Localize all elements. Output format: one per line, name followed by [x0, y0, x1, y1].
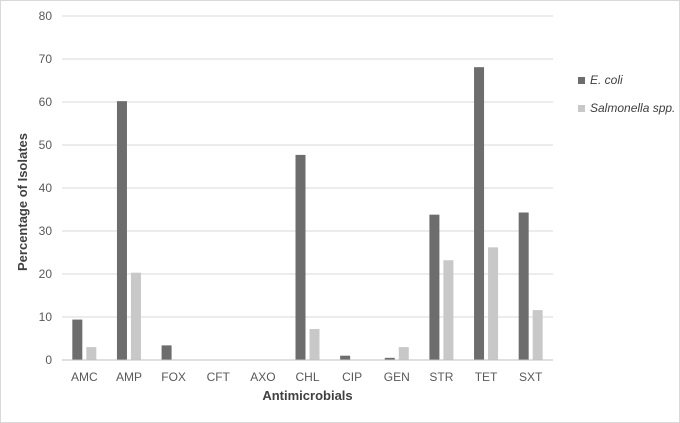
x-tick-label: AMP: [116, 370, 142, 384]
x-tick-label: CFT: [207, 370, 231, 384]
bar-salmonella-amc: [86, 347, 97, 360]
y-tick-label: 10: [39, 310, 53, 324]
x-tick-label: AMC: [71, 370, 98, 384]
x-tick-label: CIP: [342, 370, 362, 384]
y-tick-label: 50: [39, 138, 53, 152]
gridlines: [62, 15, 553, 318]
y-tick-label: 20: [39, 267, 53, 281]
bar-salmonella-tet: [488, 247, 499, 360]
legend-label: Salmonella spp.: [590, 101, 675, 115]
x-axis-title: Antimicrobials: [262, 388, 352, 403]
x-tick-label: FOX: [161, 370, 186, 384]
legend-label: E. coli: [590, 73, 623, 87]
y-tick-label: 40: [39, 181, 53, 195]
bar-ecoli-cip: [340, 355, 351, 360]
x-axis-ticks: AMC AMP FOX CFT AXO CHL CIP GEN STR TET SXT: [71, 370, 543, 384]
x-tick-label: STR: [429, 370, 453, 384]
legend: E. coli Salmonella spp.: [578, 73, 675, 115]
x-tick-label: AXO: [250, 370, 275, 384]
bar-ecoli-str: [429, 214, 440, 360]
x-tick-label: CHL: [295, 370, 319, 384]
y-tick-label: 70: [39, 52, 53, 66]
bar-salmonella-chl: [309, 329, 320, 360]
bar-ecoli-gen: [384, 357, 395, 360]
bar-ecoli-sxt: [518, 212, 529, 360]
bar-salmonella-gen: [398, 347, 409, 360]
bar-salmonella-amp: [130, 272, 141, 360]
bar-salmonella-sxt: [532, 310, 543, 360]
x-tick-label: TET: [475, 370, 498, 384]
bar-ecoli-amp: [116, 101, 127, 360]
bar-ecoli-fox: [161, 345, 172, 360]
y-tick-label: 60: [39, 95, 53, 109]
bar-ecoli-amc: [72, 319, 83, 360]
y-tick-label: 30: [39, 224, 53, 238]
bar-salmonella-str: [443, 260, 454, 360]
legend-swatch: [578, 105, 585, 112]
y-axis-ticks: 0 10 20 30 40 50 60 70 80: [39, 9, 53, 367]
y-tick-label: 0: [45, 353, 52, 367]
x-tick-label: GEN: [384, 370, 410, 384]
bars: [72, 67, 543, 361]
x-tick-label: SXT: [519, 370, 543, 384]
bar-ecoli-tet: [474, 67, 485, 361]
legend-swatch: [578, 77, 585, 84]
y-tick-label: 80: [39, 9, 53, 23]
y-axis-title: Percentage of Isolates: [15, 133, 30, 271]
bar-ecoli-chl: [295, 154, 306, 360]
